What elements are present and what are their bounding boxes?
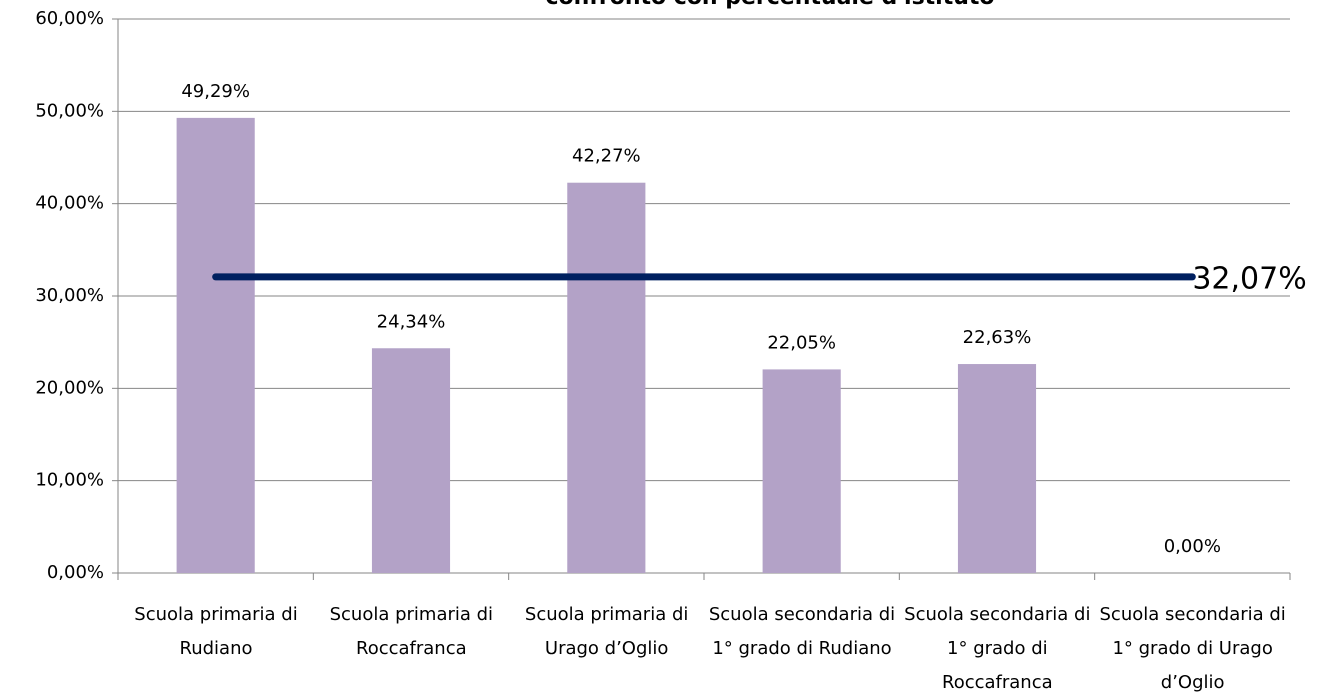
y-tick-label: 50,00% xyxy=(35,100,104,121)
x-tick-label: Scuola primaria di Roccafranca xyxy=(329,604,494,659)
x-tick-label: Scuola secondaria di 1° grado di Rudiano xyxy=(708,604,896,659)
data-label: 24,34% xyxy=(377,311,446,332)
data-label: 42,27% xyxy=(572,146,641,167)
y-tick-label: 30,00% xyxy=(35,285,104,306)
bar xyxy=(176,117,255,573)
y-tick-label: 0,00% xyxy=(47,562,104,583)
reference-label: 32,07% xyxy=(1192,261,1306,296)
y-tick-label: 20,00% xyxy=(35,377,104,398)
data-label: 0,00% xyxy=(1164,536,1221,557)
x-tick-label: Scuola primaria di Rudiano xyxy=(134,604,298,659)
chart-title: confronto con percentuale d'istituto xyxy=(545,0,994,10)
y-tick-label: 40,00% xyxy=(35,193,104,214)
bar xyxy=(957,364,1037,573)
bar xyxy=(567,182,646,573)
data-label: 22,05% xyxy=(767,332,836,353)
bar xyxy=(762,369,841,573)
data-label: 22,63% xyxy=(963,327,1032,348)
data-label: 49,29% xyxy=(181,81,250,102)
bar xyxy=(371,348,451,573)
y-tick-label: 60,00% xyxy=(35,8,104,29)
x-tick-label: Scuola secondaria di 1° grado di Urago d… xyxy=(1099,604,1286,693)
x-tick-label: Scuola secondaria di 1° grado di Roccafr… xyxy=(904,604,1091,693)
y-tick-label: 10,00% xyxy=(35,470,104,491)
x-tick-label: Scuola primaria di Urago d’Oglio xyxy=(524,604,689,659)
